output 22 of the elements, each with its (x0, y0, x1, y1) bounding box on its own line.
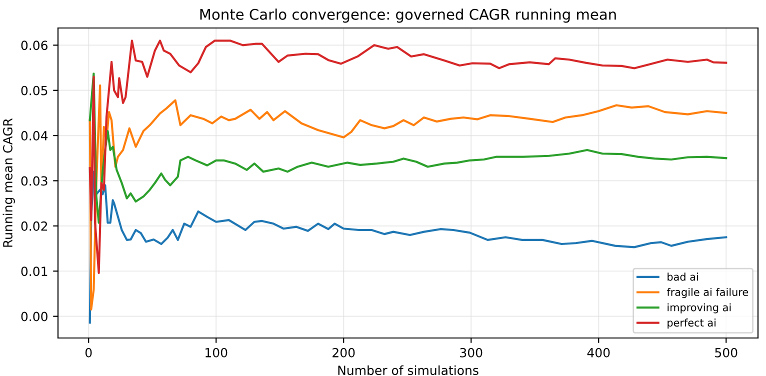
x-tick-label: 500 (715, 348, 738, 358)
x-tick-label: 400 (587, 348, 610, 358)
line-series (88, 72, 728, 224)
x-axis-title: Number of simulations (338, 365, 478, 376)
y-tick-label: 0.04 (21, 131, 48, 140)
y-axis-title: Running mean CAGR (2, 118, 15, 247)
x-tick-label: 100 (206, 348, 228, 358)
legend-label: fragile ai failure (666, 288, 748, 298)
legend-label: improving ai (668, 303, 731, 314)
legend-label: bad ai (668, 272, 698, 281)
x-tick-label: 0 (85, 348, 92, 358)
x-tick-label: 200 (332, 348, 355, 358)
x-tick-label: 300 (460, 348, 482, 358)
y-tick-label: 0.05 (21, 86, 48, 96)
y-tick-label: 0.06 (21, 40, 48, 50)
y-tick-label: 0.02 (21, 221, 48, 231)
legend-label: perfect ai (668, 318, 716, 329)
y-tick-label: 0.01 (21, 266, 48, 276)
line-series (88, 40, 728, 274)
y-tick-label: 0.00 (21, 312, 48, 322)
chart-title: Monte Carlo convergence: governed CAGR running mean (200, 8, 616, 23)
y-tick-label: 0.03 (21, 176, 48, 186)
